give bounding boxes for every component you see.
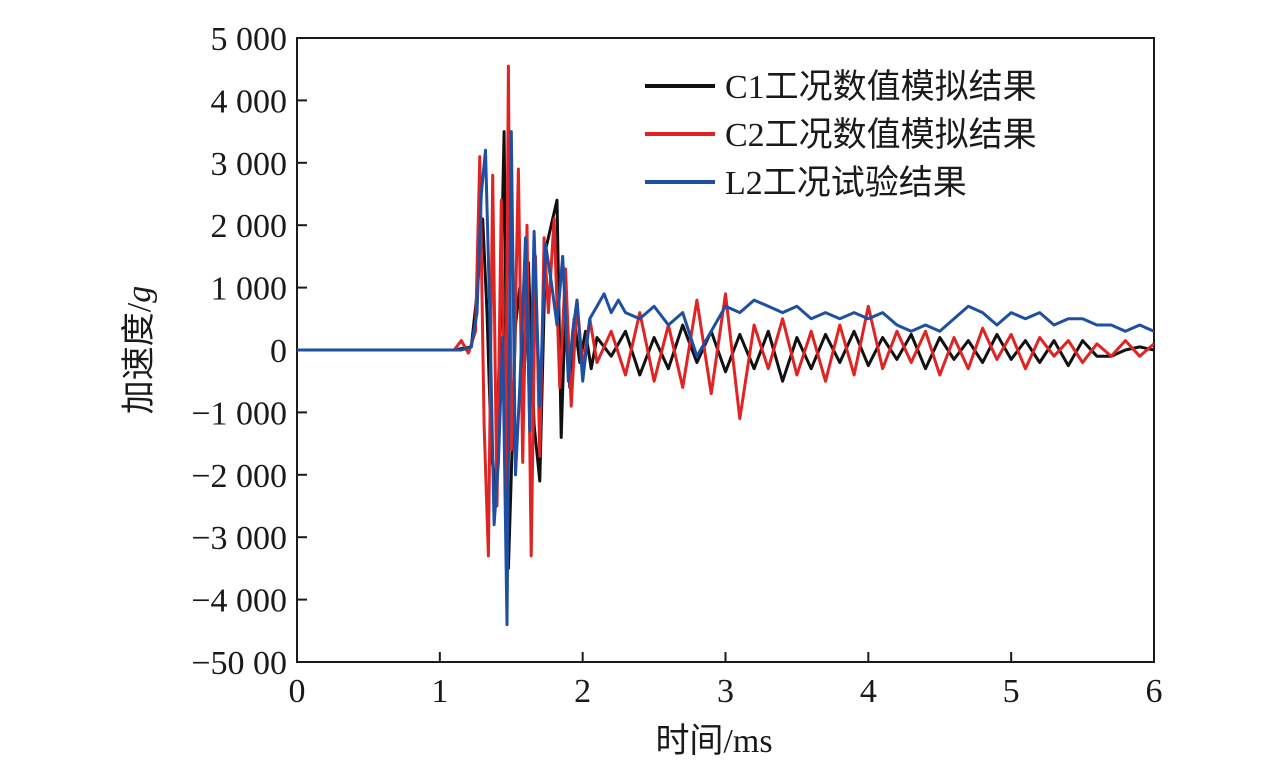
- y-tick-label: −2 000: [191, 458, 287, 495]
- legend-label: L2工况试验结果: [725, 164, 967, 202]
- y-tick-label: −4 000: [191, 583, 287, 620]
- legend-label: C1工况数值模拟结果: [725, 68, 1037, 106]
- y-tick-label: 4 000: [211, 83, 288, 120]
- x-tick-label: 4: [860, 673, 877, 710]
- y-tick-label: 0: [270, 333, 287, 370]
- legend: C1工况数值模拟结果 C2工况数值模拟结果 L2工况试验结果: [645, 68, 1037, 202]
- series-layer: [297, 64, 1154, 627]
- y-tick-label: 3 000: [211, 146, 288, 183]
- y-tick-label: 5 000: [211, 21, 288, 58]
- x-axis-ticks: 0 1 2 3 4 5 6: [289, 652, 1163, 710]
- series-line-2: [297, 64, 1154, 558]
- x-tick-label: 2: [574, 673, 591, 710]
- x-tick-label: 3: [717, 673, 734, 710]
- y-tick-label: −3 000: [191, 520, 287, 557]
- y-axis-ticks: 5 000 4 000 3 000 2 000 1 000 0 −1 000 −2 000 −3…: [191, 21, 307, 682]
- x-tick-label: 1: [431, 673, 448, 710]
- y-axis-title-unit: g: [121, 286, 158, 303]
- y-tick-label: 1 000: [211, 271, 288, 308]
- y-axis-title: 加速度/g: [120, 286, 158, 414]
- x-axis-title: 时间/ms: [655, 723, 772, 760]
- x-tick-label: 0: [289, 673, 306, 710]
- series-line-3: [297, 130, 1154, 627]
- y-axis-title-main: 加速度/: [120, 302, 158, 414]
- y-tick-label: −50 00: [191, 645, 287, 682]
- y-tick-label: 2 000: [211, 208, 288, 245]
- x-tick-label: 6: [1146, 673, 1163, 710]
- y-tick-label: −1 000: [191, 395, 287, 432]
- x-tick-label: 5: [1003, 673, 1020, 710]
- legend-label: C2工况数值模拟结果: [725, 116, 1037, 154]
